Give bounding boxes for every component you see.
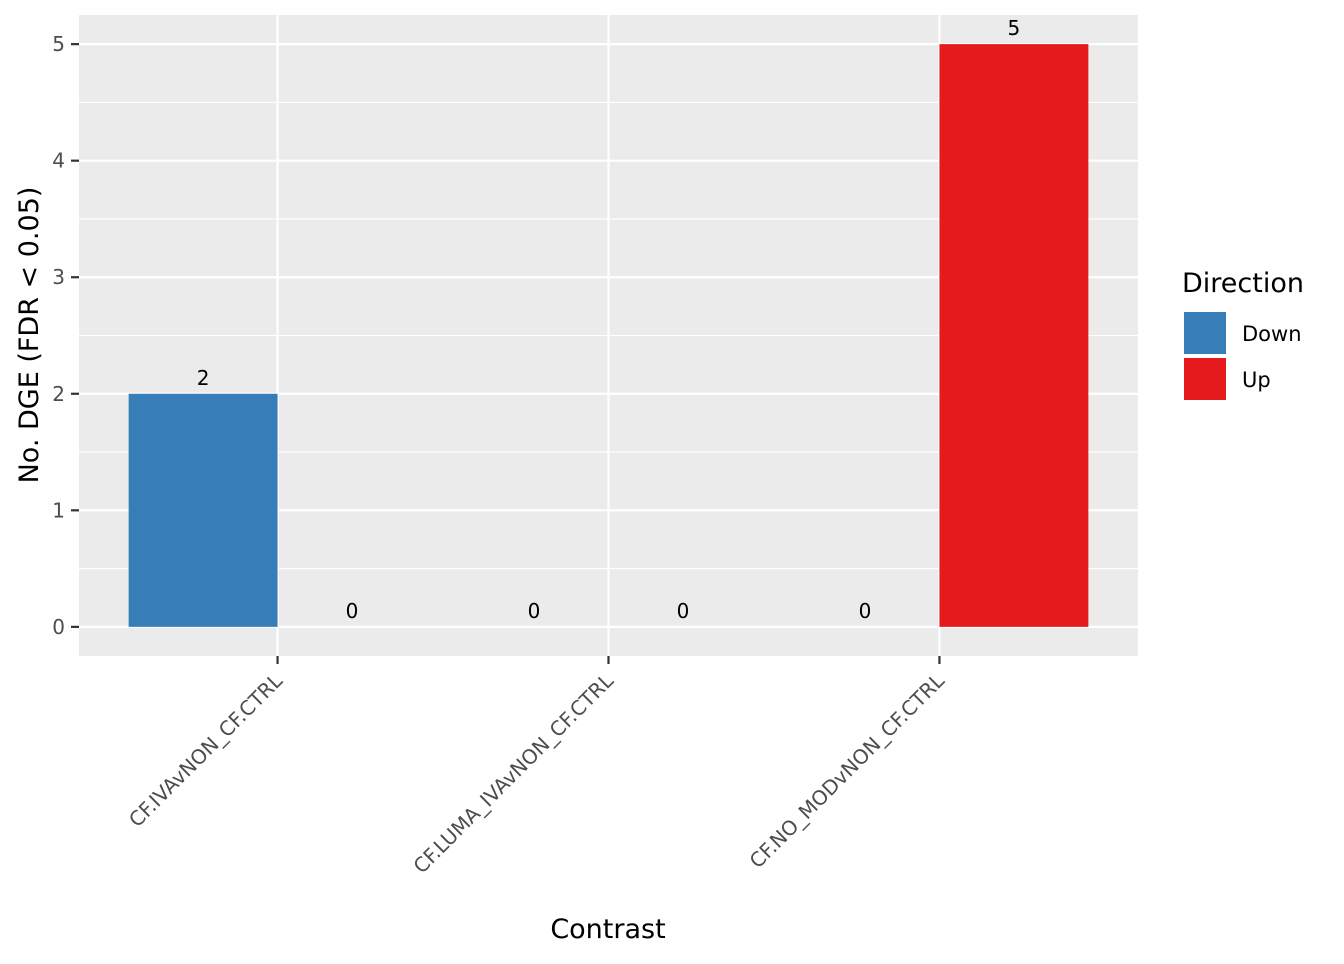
y-tick-label: 3: [52, 265, 65, 289]
legend-label-down: Down: [1242, 322, 1302, 346]
legend: Direction Down Up: [1182, 268, 1304, 402]
legend-key-down: [1182, 310, 1228, 356]
y-axis-title: No. DGE (FDR < 0.05): [14, 187, 45, 484]
bar-labels: 2 0 0 0 0 5: [197, 16, 1021, 623]
bar-value-label: 0: [346, 599, 359, 623]
bars: [128, 44, 1089, 627]
x-axis-title: Contrast: [550, 914, 665, 945]
legend-key-up: [1182, 356, 1228, 402]
bar-value-label: 5: [1008, 16, 1021, 40]
y-axis: 0 1 2 3 4 5: [52, 32, 79, 639]
bar-value-label: 0: [528, 599, 541, 623]
x-tick-label: CF.IVAvNON_CF.CTRL: [124, 668, 288, 832]
y-tick-label: 2: [52, 382, 65, 406]
bar-up: [939, 44, 1089, 627]
y-tick-label: 0: [52, 615, 65, 639]
legend-label-up: Up: [1242, 368, 1271, 392]
x-tick-label: CF.LUMA_IVAvNON_CF.CTRL: [408, 668, 618, 878]
y-tick-label: 4: [52, 149, 65, 173]
legend-title: Direction: [1182, 268, 1304, 299]
bar-down: [128, 393, 278, 627]
x-axis: CF.IVAvNON_CF.CTRL CF.LUMA_IVAvNON_CF.CTR…: [124, 656, 950, 878]
y-tick-label: 5: [52, 32, 65, 56]
bar-value-label: 2: [197, 366, 210, 390]
bar-value-label: 0: [859, 599, 872, 623]
bar-value-label: 0: [677, 599, 690, 623]
y-tick-label: 1: [52, 498, 65, 522]
x-tick-label: CF.NO_MODvNON_CF.CTRL: [745, 668, 950, 873]
